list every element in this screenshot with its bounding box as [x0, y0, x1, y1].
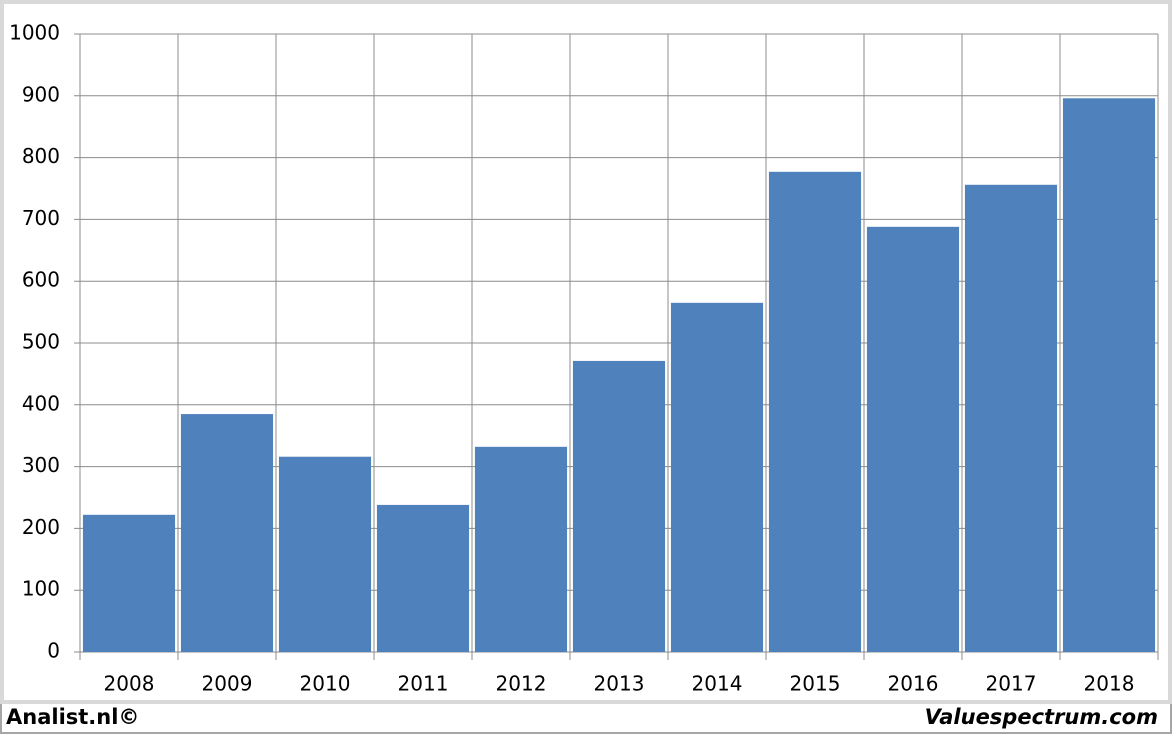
- y-tick-label: 300: [22, 453, 60, 477]
- y-tick-label: 900: [22, 82, 60, 106]
- x-tick-label: 2011: [398, 672, 449, 696]
- bar: [670, 302, 764, 652]
- bar: [768, 171, 862, 652]
- bar: [180, 414, 274, 652]
- y-tick-label: 800: [22, 144, 60, 168]
- y-tick-label: 700: [22, 206, 60, 230]
- bar: [376, 504, 470, 652]
- x-tick-label: 2018: [1084, 672, 1135, 696]
- x-tick-label: 2015: [790, 672, 841, 696]
- y-tick-label: 500: [22, 330, 60, 354]
- bar: [866, 226, 960, 653]
- x-tick-label: 2013: [594, 672, 645, 696]
- x-tick-label: 2014: [692, 672, 743, 696]
- y-tick-label: 1000: [9, 21, 60, 45]
- bar: [474, 446, 568, 652]
- bar: [964, 184, 1058, 653]
- plot-frame: [0, 0, 1172, 704]
- y-tick-label: 200: [22, 515, 60, 539]
- bar: [572, 360, 666, 652]
- source-right: Valuespectrum.com: [925, 705, 1158, 729]
- y-tick-label: 0: [47, 639, 60, 663]
- x-tick-label: 2009: [202, 672, 253, 696]
- x-tick-label: 2008: [104, 672, 155, 696]
- x-tick-label: 2012: [496, 672, 547, 696]
- source-left: Analist.nl©: [6, 705, 139, 729]
- x-tick-label: 2016: [888, 672, 939, 696]
- y-tick-label: 600: [22, 268, 60, 292]
- bar: [278, 456, 372, 652]
- y-tick-label: 100: [22, 577, 60, 601]
- bar: [82, 514, 176, 652]
- bar: [1062, 98, 1156, 653]
- y-tick-label: 400: [22, 391, 60, 415]
- x-tick-label: 2010: [300, 672, 351, 696]
- x-tick-label: 2017: [986, 672, 1037, 696]
